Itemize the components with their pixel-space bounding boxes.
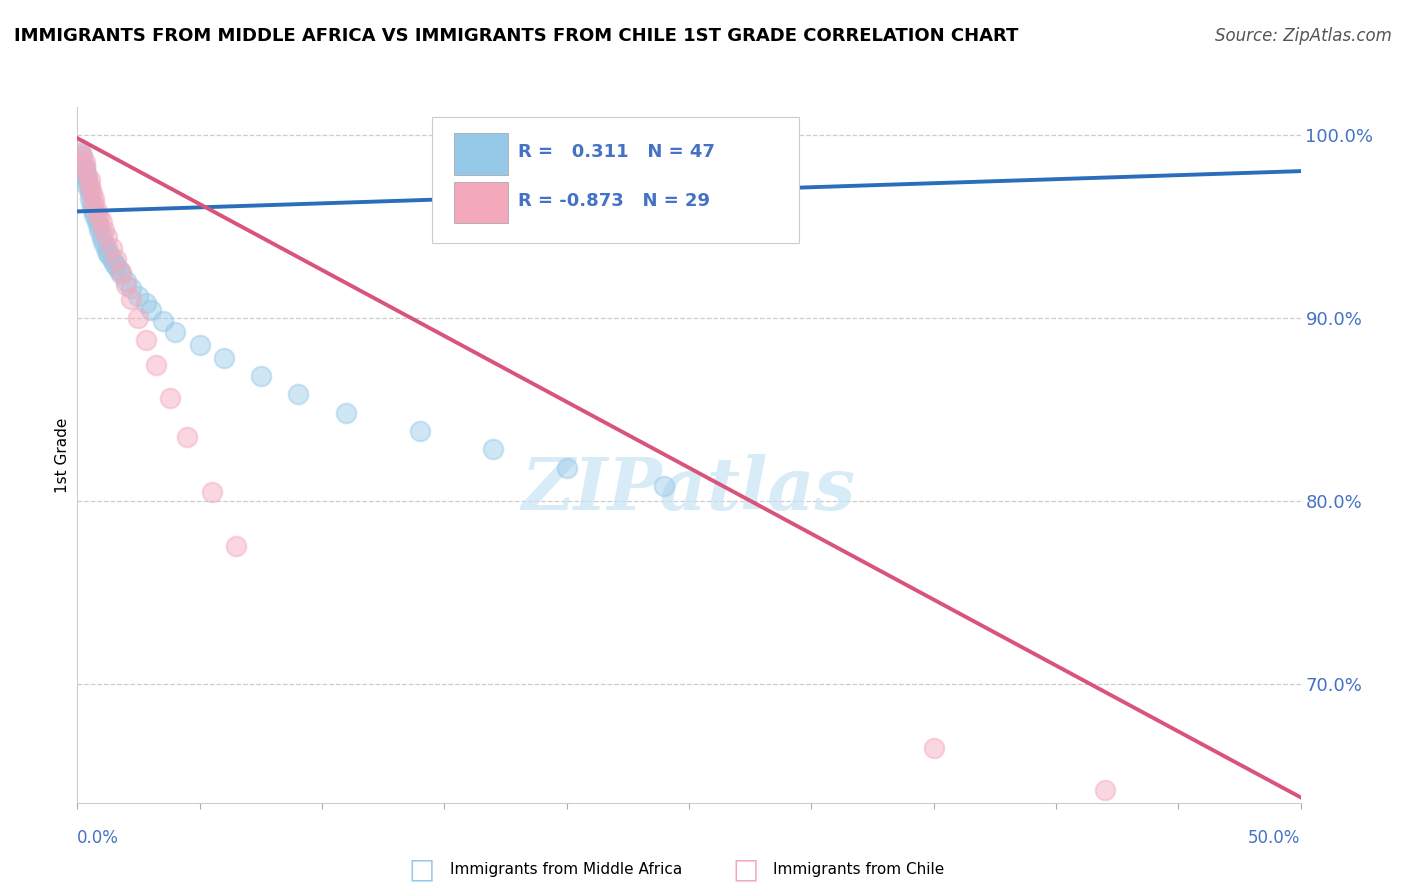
Point (89, 223, 111, 237)
Point (100, 252, 122, 266)
Point (69, 145, 91, 160)
Point (79, 173, 101, 187)
Point (100, 241, 122, 255)
Point (70, 149, 93, 163)
Point (135, 333, 157, 347)
Point (80, 186, 103, 200)
Point (76, 175, 98, 189)
Text: Immigrants from Middle Africa: Immigrants from Middle Africa (450, 863, 682, 877)
Point (176, 429, 198, 443)
Point (212, 351, 235, 365)
Point (90, 215, 112, 229)
Point (115, 274, 138, 288)
Point (79, 186, 101, 200)
FancyBboxPatch shape (454, 182, 508, 223)
Point (73, 168, 96, 182)
Point (287, 387, 309, 401)
Point (83, 197, 105, 211)
Point (79, 182, 101, 196)
Point (103, 255, 125, 269)
Point (89, 219, 111, 233)
Point (110, 265, 132, 279)
Point (120, 281, 142, 295)
Point (76, 168, 98, 182)
Point (90, 228, 112, 243)
Point (409, 424, 432, 438)
Text: 50.0%: 50.0% (1249, 829, 1301, 847)
Text: □: □ (409, 855, 434, 884)
Point (90, 232, 112, 246)
Text: □: □ (733, 855, 758, 884)
Point (120, 293, 142, 307)
Point (555, 460, 578, 475)
Point (922, 740, 945, 755)
Point (108, 263, 131, 277)
Point (105, 260, 128, 274)
Point (80, 201, 103, 215)
Text: R = -0.873   N = 29: R = -0.873 N = 29 (517, 192, 710, 210)
Point (335, 406, 357, 420)
Point (96, 244, 118, 259)
Point (89, 210, 111, 224)
Point (139, 303, 162, 318)
Point (79, 178, 101, 193)
Point (98, 248, 121, 262)
Point (96, 241, 118, 255)
Point (93, 223, 115, 237)
Point (105, 252, 128, 266)
FancyBboxPatch shape (454, 134, 508, 175)
Point (128, 288, 150, 302)
Point (165, 325, 187, 339)
Point (128, 310, 150, 325)
Point (80, 197, 103, 211)
Text: Source: ZipAtlas.com: Source: ZipAtlas.com (1215, 27, 1392, 45)
Point (86, 204, 108, 219)
Y-axis label: 1st Grade: 1st Grade (55, 417, 70, 492)
Point (188, 338, 211, 352)
Point (86, 215, 108, 229)
Text: Immigrants from Chile: Immigrants from Chile (773, 863, 945, 877)
Point (225, 540, 247, 554)
Point (96, 230, 118, 244)
Point (250, 369, 273, 384)
Point (201, 484, 224, 499)
Point (70, 155, 93, 169)
FancyBboxPatch shape (432, 118, 799, 243)
Point (482, 442, 505, 457)
Point (1094, 783, 1116, 797)
Text: R =   0.311   N = 47: R = 0.311 N = 47 (517, 144, 714, 161)
Text: 0.0%: 0.0% (77, 829, 120, 847)
Point (152, 314, 174, 328)
Point (79, 192, 101, 206)
Point (76, 178, 98, 193)
Point (135, 296, 157, 310)
Point (110, 267, 132, 281)
Point (73, 161, 96, 175)
Text: IMMIGRANTS FROM MIDDLE AFRICA VS IMMIGRANTS FROM CHILE 1ST GRADE CORRELATION CHA: IMMIGRANTS FROM MIDDLE AFRICA VS IMMIGRA… (14, 27, 1018, 45)
Point (69, 142, 91, 156)
Point (93, 237, 115, 252)
Point (76, 171, 98, 186)
Point (73, 155, 96, 169)
Point (70, 149, 93, 163)
Point (83, 208, 105, 222)
Point (83, 192, 105, 206)
Point (86, 211, 108, 226)
Point (73, 164, 96, 178)
Text: ZIPatlas: ZIPatlas (522, 454, 856, 525)
Point (159, 391, 181, 405)
Point (83, 204, 105, 219)
Point (145, 358, 167, 372)
Point (73, 161, 96, 175)
Point (115, 277, 138, 292)
Point (654, 479, 676, 493)
